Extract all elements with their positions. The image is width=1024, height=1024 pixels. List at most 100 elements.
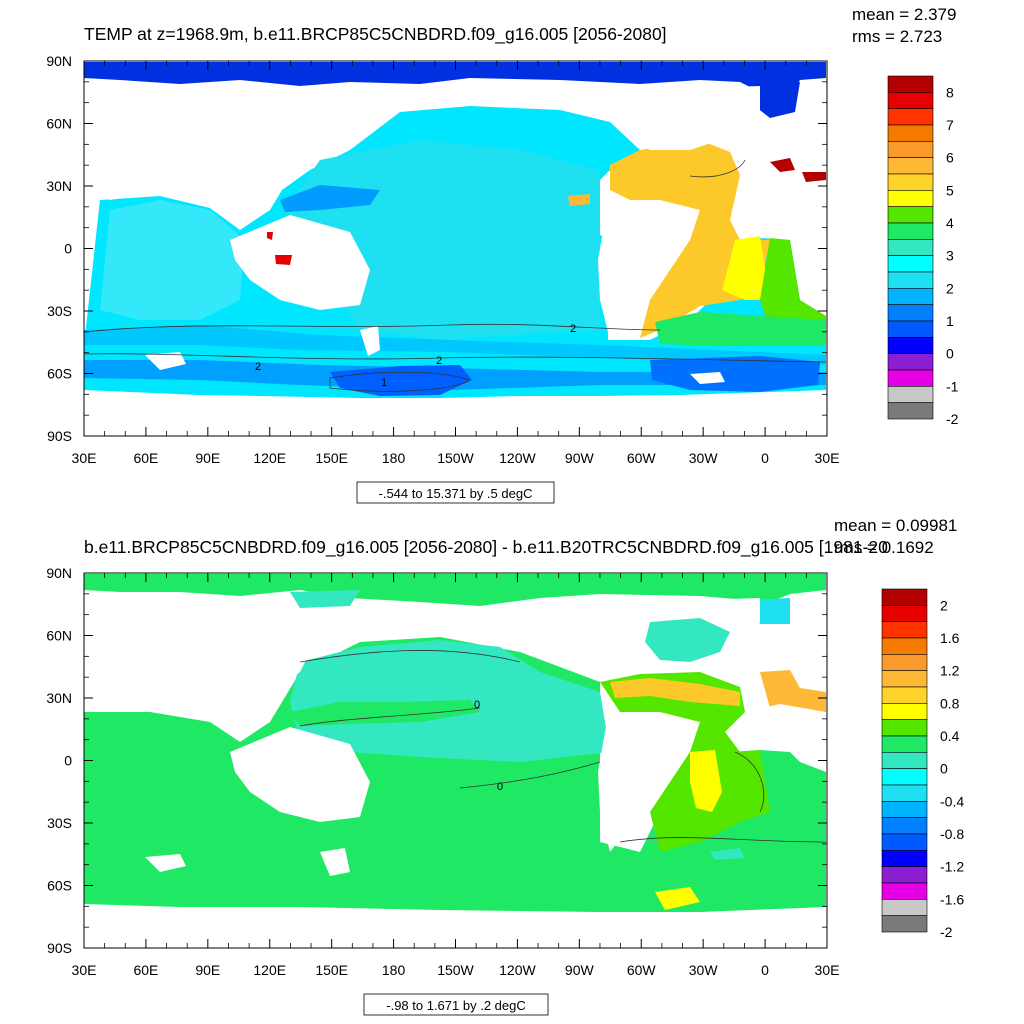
bottom-map-field [84,574,827,912]
top-gulf-region [568,194,590,206]
colorbar-label: 4 [946,215,954,231]
colorbar-swatch [881,768,928,786]
colorbar-label: -0.8 [940,826,964,842]
top-south-atlantic-mint-region [655,312,826,346]
top-africa-land [745,190,826,260]
top-contour-label-1: 2 [570,323,576,335]
bottom-main-ocean [84,637,826,912]
colorbar-swatch [881,784,928,802]
x-tick-label: 90E [195,962,220,978]
top-red-patch-2 [770,158,795,172]
top-australia-land [230,215,370,310]
bottom-rms: rms = 0.1692 [834,538,934,557]
x-tick-label: 120E [253,450,286,466]
bottom-contour-label-1: 0 [474,699,480,711]
x-tick-label: 120W [499,962,536,978]
bottom-contour-line-satl [619,837,827,843]
top-contour-line-2a [84,323,661,333]
colorbar-label: -0.4 [940,793,964,809]
colorbar-swatch [881,735,928,753]
x-tick-label: 120W [499,450,536,466]
colorbar-label: -1.6 [940,891,964,907]
x-tick-label: 90W [565,450,595,466]
top-rms: rms = 2.723 [852,27,942,46]
x-tick-label: 30W [689,450,719,466]
colorbar-swatch [881,817,928,835]
bottom-contour-label-2: 0 [497,781,503,793]
colorbar-label: 0 [946,346,954,362]
bottom-kerguelen-land [145,854,186,872]
colorbar-swatch [881,637,928,655]
x-tick-label: 90W [565,962,595,978]
colorbar-swatch [881,882,928,900]
top-southern-deep-region [330,365,472,396]
colorbar-swatch [887,141,934,158]
bottom-range-note: -.98 to 1.671 by .2 degC [386,998,525,1013]
colorbar-swatch [887,271,934,289]
colorbar-swatch [887,222,934,240]
colorbar-swatch [881,670,928,688]
bottom-india-land [84,600,180,712]
colorbar-label: -2 [940,924,953,940]
bottom-contour-line-npac [299,650,521,727]
colorbar-swatch [881,719,928,737]
top-india-land [84,88,180,200]
top-contour-label-4: 1 [381,377,387,389]
colorbar-swatch [887,288,934,305]
top-island-land [690,372,725,384]
colorbar-label: 0.8 [940,695,960,711]
x-tick-label: 150E [315,962,348,978]
top-map-figure: TEMP at z=1968.9m, b.e11.BRCP85C5CNBDRD.… [46,5,959,504]
top-red-patch-1 [275,255,292,265]
top-arctic-region [84,62,826,96]
top-atlantic-sector-region [650,356,820,392]
bottom-gulf-warm-region [610,678,740,706]
top-contour-label-3: 2 [436,355,442,367]
top-newzealand-land [360,326,380,356]
colorbar-swatch [887,369,934,387]
bottom-arctic-teal-region [290,590,360,608]
bottom-atlantic-green-region [600,672,770,852]
colorbar-label: -1 [946,378,959,394]
colorbar-swatch [881,588,928,606]
bottom-asia-land [170,608,320,712]
x-tick-label: 180 [382,450,406,466]
colorbar-label: 1.6 [940,630,960,646]
colorbar-label: 1.2 [940,663,960,679]
colorbar-swatch [887,337,934,354]
top-map-field [84,62,827,398]
colorbar-swatch [887,173,934,191]
top-south-america-land [598,200,660,340]
top-southern-band-1 [84,325,826,365]
y-tick-label: 30N [46,178,72,194]
bottom-npac-green-region [290,700,480,726]
bottom-newzealand-land [320,848,350,876]
y-tick-label: 30S [47,303,72,319]
colorbar-swatch [881,801,928,818]
top-x-axis: 30E 60E 90E 120E 150E 180 150W 120W 90W 60W 30W 0 30… [72,61,839,466]
y-tick-label: 60S [47,878,72,894]
colorbar-swatch [887,320,934,338]
colorbar-swatch [887,108,934,126]
bottom-title: b.e11.BRCP85C5CNBDRD.f09_g16.005 [2056-2… [84,537,888,558]
y-tick-label: 30N [46,690,72,706]
colorbar-swatch [881,605,928,622]
top-title: TEMP at z=1968.9m, b.e11.BRCP85C5CNBDRD.… [84,24,667,45]
x-tick-label: 60E [133,962,158,978]
x-tick-label: 150W [437,962,474,978]
colorbar-swatch [881,703,928,720]
bottom-labrador-region [645,618,730,662]
top-panel: TEMP at z=1968.9m, b.e11.BRCP85C5CNBDRD.… [46,5,959,504]
bottom-africa-land [745,704,826,772]
top-north-america-land [620,86,760,150]
bottom-mean: mean = 0.09981 [834,516,957,535]
colorbar-swatch [887,206,934,224]
colorbar-swatch [881,850,928,867]
top-range-note: -.544 to 15.371 by .5 degC [379,486,533,501]
colorbar-label: 6 [946,150,954,166]
colorbar-label: 2 [940,597,948,613]
x-tick-label: 30E [72,962,97,978]
colorbar-label: -2 [946,411,959,427]
top-indian-region [100,200,245,320]
x-tick-label: 60W [627,450,657,466]
